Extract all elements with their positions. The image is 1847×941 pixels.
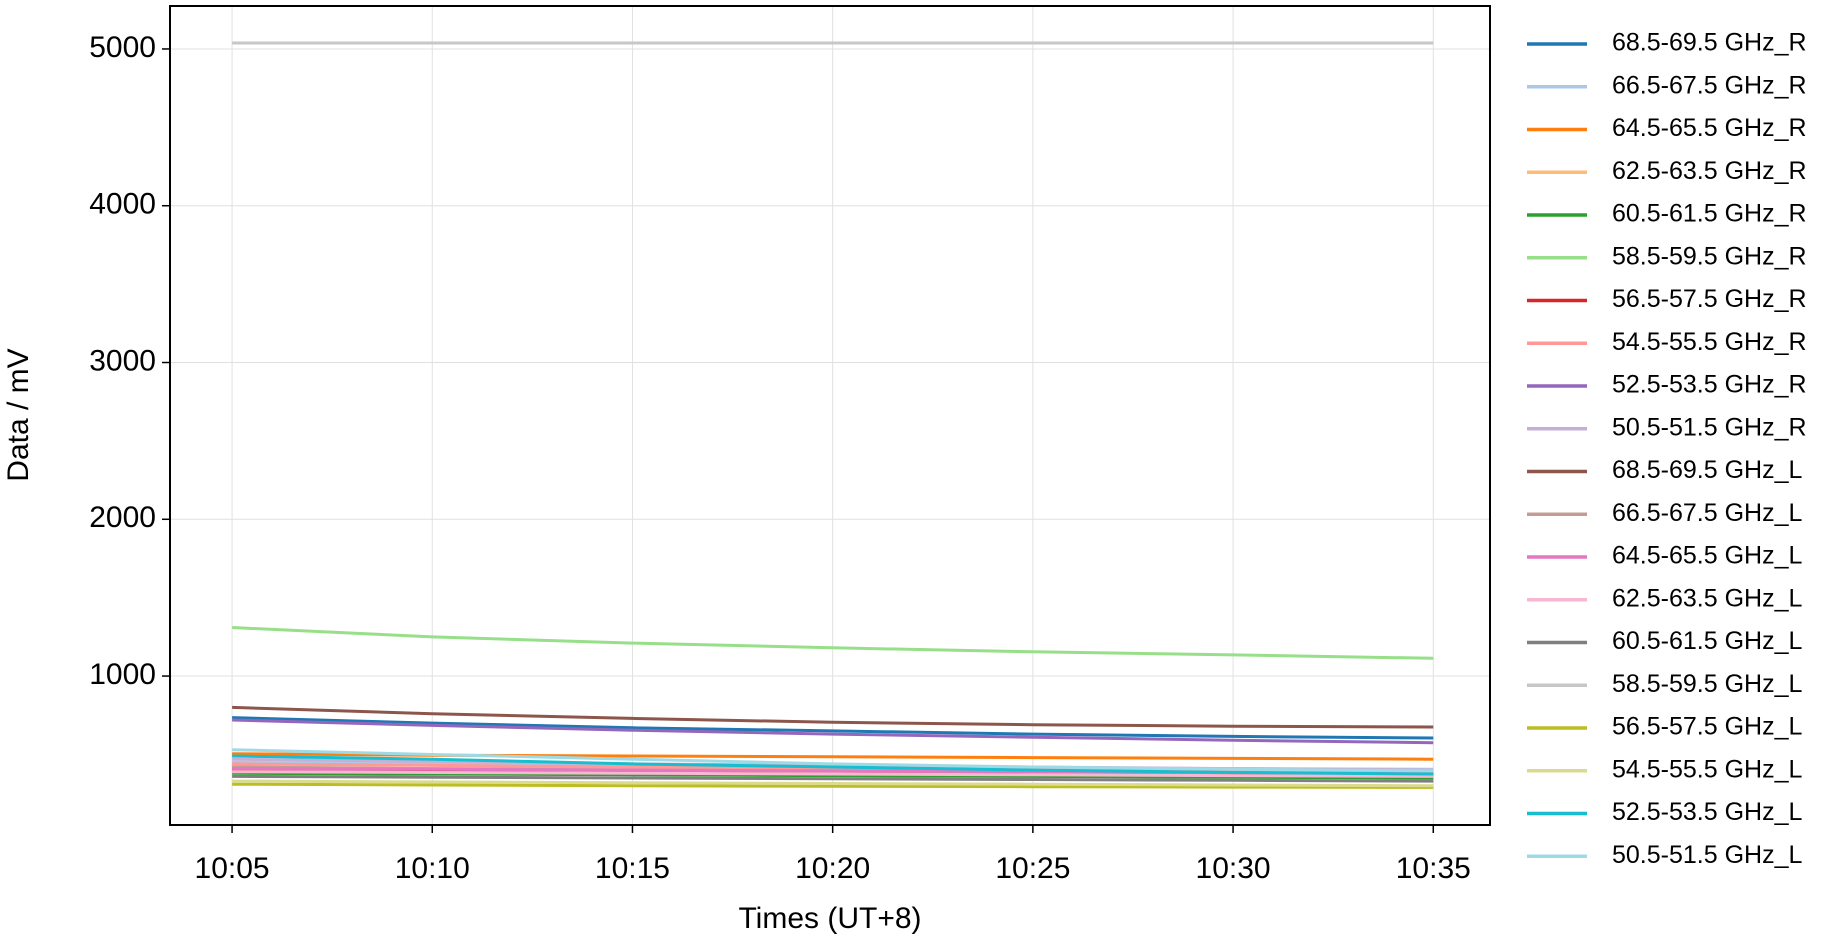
plot-frame bbox=[169, 5, 1491, 826]
y-tick-label: 1000 bbox=[89, 658, 156, 691]
legend-label: 62.5-63.5 GHz_L bbox=[1612, 584, 1802, 612]
legend-label: 54.5-55.5 GHz_L bbox=[1612, 755, 1802, 783]
legend-label: 64.5-65.5 GHz_R bbox=[1612, 114, 1807, 142]
x-tick-label: 10:15 bbox=[595, 852, 670, 885]
x-tick-label: 10:30 bbox=[1196, 852, 1271, 885]
series-line bbox=[232, 779, 1434, 788]
legend-label: 52.5-53.5 GHz_R bbox=[1612, 371, 1807, 399]
legend-label: 58.5-59.5 GHz_L bbox=[1612, 670, 1802, 698]
legend-label: 60.5-61.5 GHz_L bbox=[1612, 627, 1802, 655]
y-tick-label: 5000 bbox=[89, 31, 156, 64]
y-tick-label: 4000 bbox=[89, 188, 156, 221]
legend-label: 50.5-51.5 GHz_L bbox=[1612, 841, 1802, 869]
series-line bbox=[232, 774, 1434, 783]
series-line bbox=[232, 716, 1434, 740]
legend-label: 68.5-69.5 GHz_L bbox=[1612, 456, 1802, 484]
series-line bbox=[232, 705, 1434, 729]
x-tick-label: 10:25 bbox=[995, 852, 1070, 885]
x-tick-label: 10:20 bbox=[795, 852, 870, 885]
legend-label: 56.5-57.5 GHz_R bbox=[1612, 285, 1807, 313]
y-axis-label: Data / mV bbox=[2, 348, 35, 481]
series-line bbox=[232, 770, 1434, 778]
legend-label: 68.5-69.5 GHz_R bbox=[1612, 29, 1807, 57]
x-axis-label: Times (UT+8) bbox=[738, 902, 921, 935]
legend-label: 60.5-61.5 GHz_R bbox=[1612, 200, 1807, 228]
y-tick-label: 2000 bbox=[89, 501, 156, 534]
legend-label: 58.5-59.5 GHz_R bbox=[1612, 242, 1807, 270]
x-tick-label: 10:10 bbox=[395, 852, 470, 885]
legend-label: 64.5-65.5 GHz_L bbox=[1612, 542, 1802, 570]
x-tick-label: 10:05 bbox=[195, 852, 270, 885]
legend-label: 62.5-63.5 GHz_R bbox=[1612, 157, 1807, 185]
legend-label: 66.5-67.5 GHz_R bbox=[1612, 71, 1807, 99]
legend-label: 66.5-67.5 GHz_L bbox=[1612, 499, 1802, 527]
legend-label: 52.5-53.5 GHz_L bbox=[1612, 798, 1802, 826]
legend-label: 50.5-51.5 GHz_R bbox=[1612, 413, 1807, 441]
series-line bbox=[232, 718, 1434, 745]
legend-label: 54.5-55.5 GHz_R bbox=[1612, 328, 1807, 356]
legend-label: 56.5-57.5 GHz_L bbox=[1612, 713, 1802, 741]
series-line bbox=[232, 748, 1434, 773]
x-tick-label: 10:35 bbox=[1396, 852, 1471, 885]
series-line bbox=[232, 754, 1434, 776]
y-tick-label: 3000 bbox=[89, 344, 156, 377]
series-line bbox=[232, 626, 1434, 660]
series-line bbox=[232, 782, 1434, 789]
